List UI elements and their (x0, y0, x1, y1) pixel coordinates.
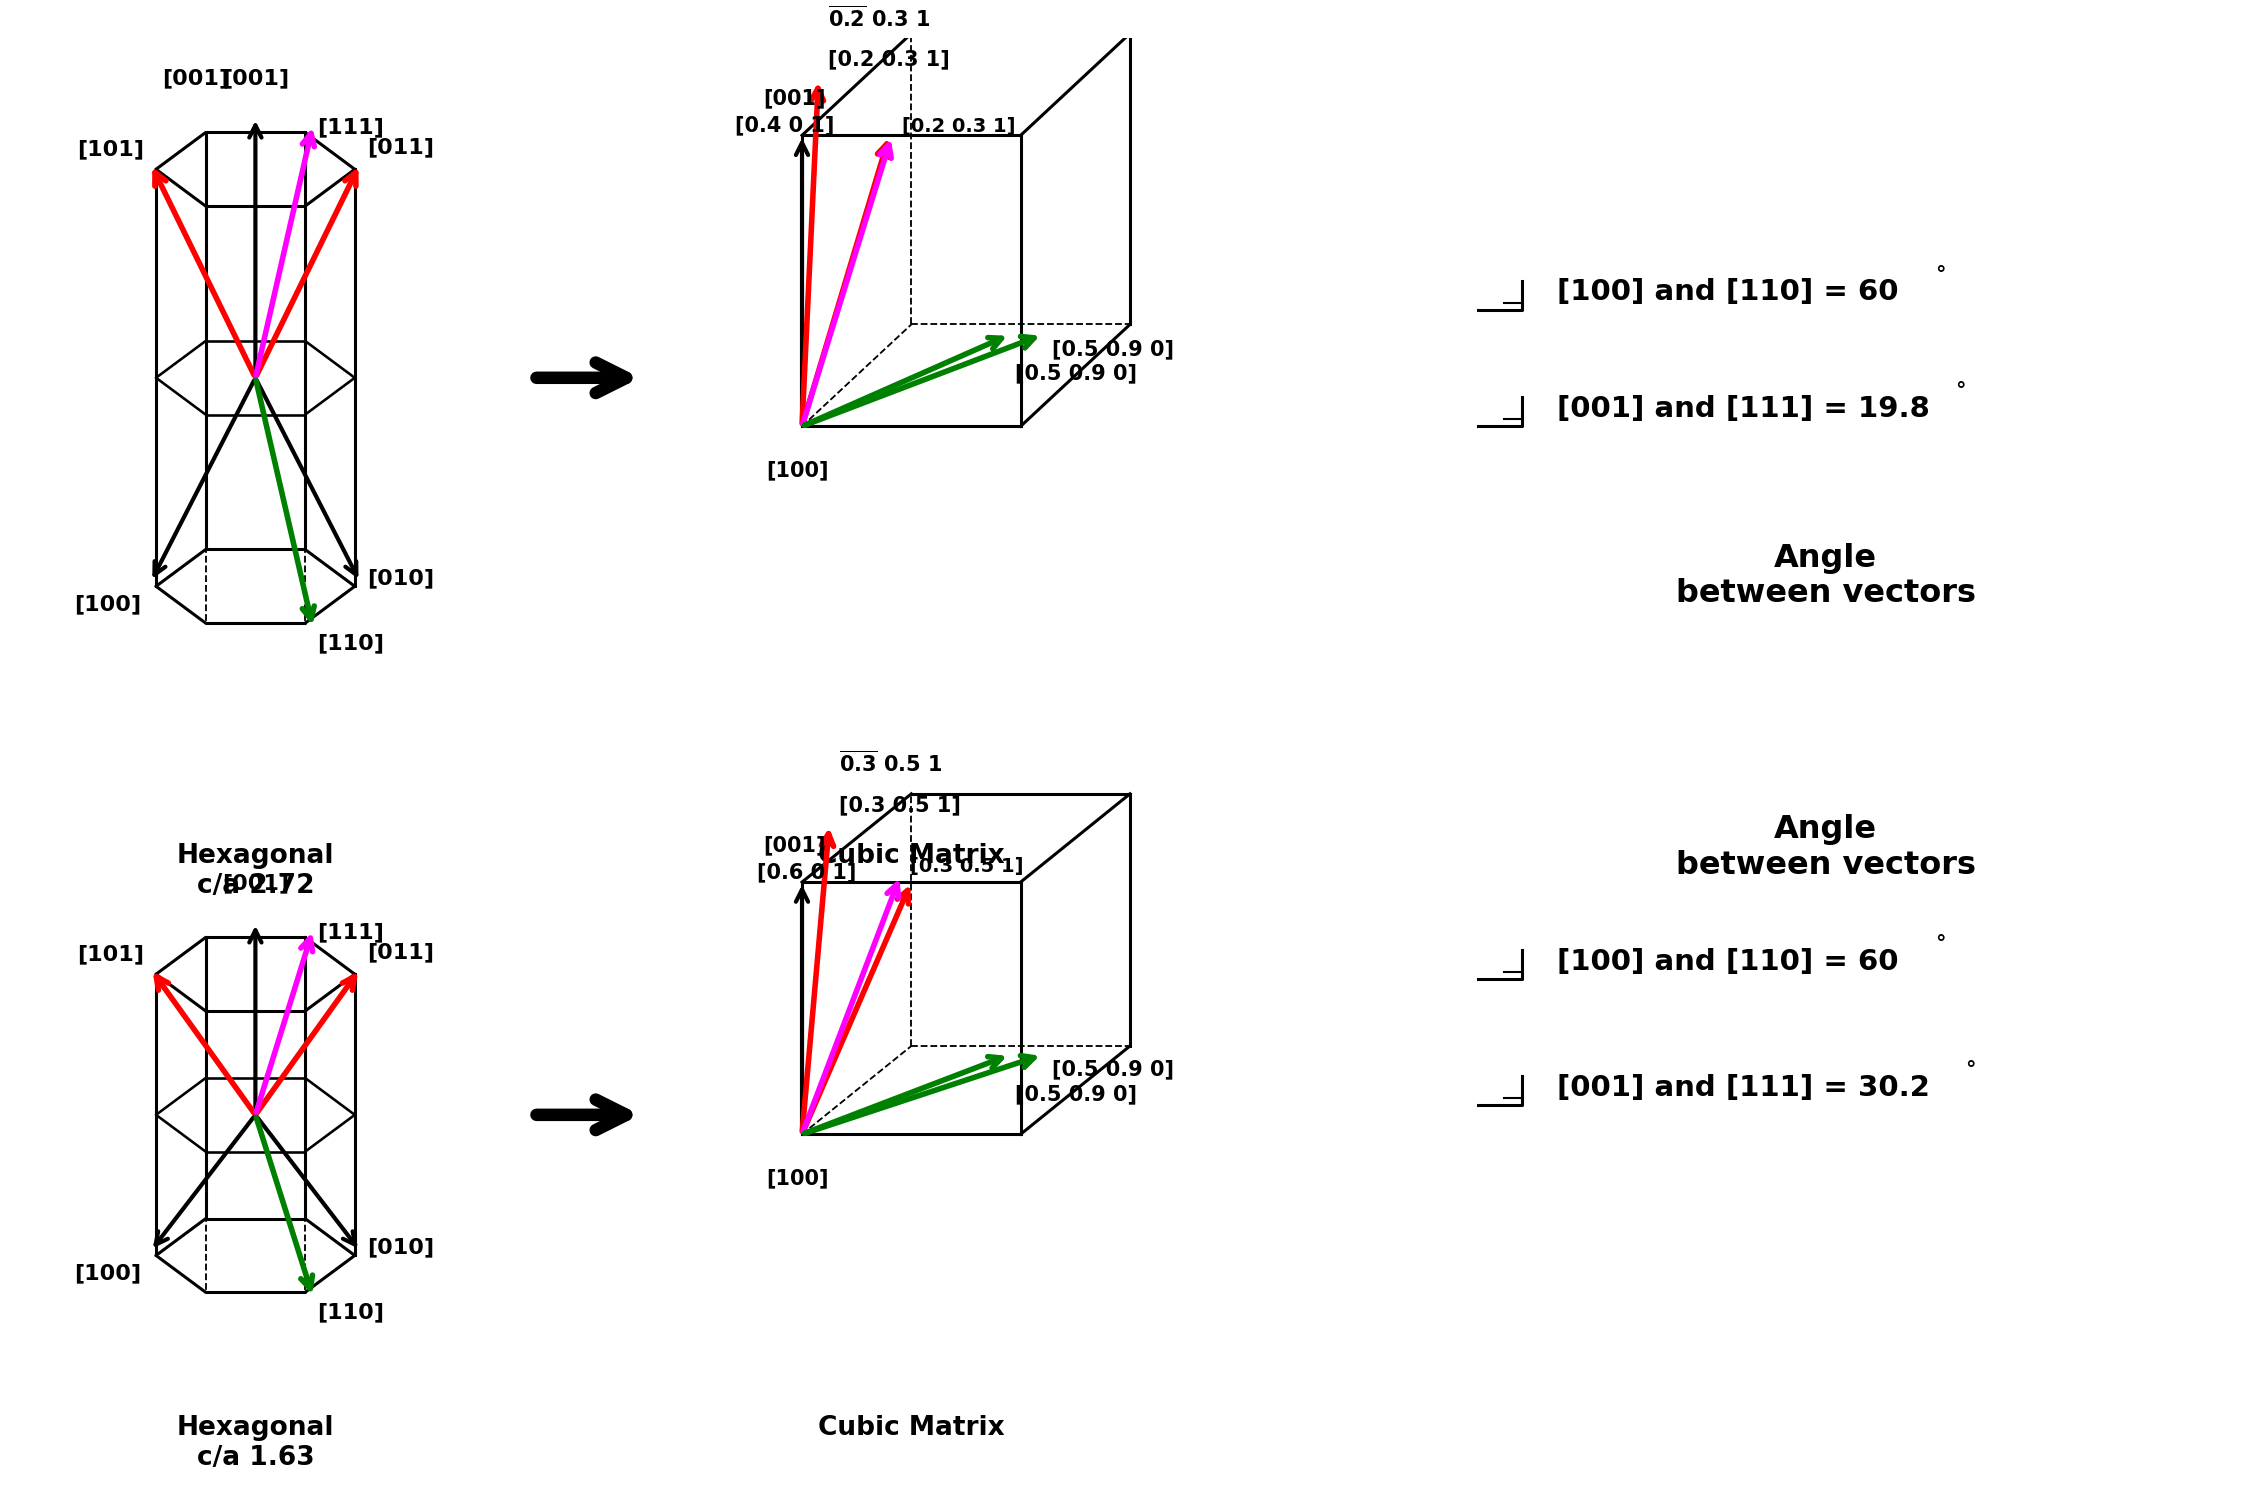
Text: [111]: [111] (317, 117, 385, 138)
Text: [0.4 0 1]: [0.4 0 1] (736, 116, 835, 135)
Text: [0.3 0.5 1]: [0.3 0.5 1] (911, 856, 1024, 876)
Text: $\mathbf{\overline{0.2}}$ 0.3 1: $\mathbf{\overline{0.2}}$ 0.3 1 (828, 6, 932, 32)
Text: [100] and [110] = 60: [100] and [110] = 60 (1557, 279, 1899, 306)
Text: $\mathbf{\overline{0.3}}$ 0.5 1: $\mathbf{\overline{0.3}}$ 0.5 1 (839, 752, 943, 776)
Text: [0.2 0.3 1]: [0.2 0.3 1] (902, 117, 1015, 136)
Text: [0.5 0.9 0]: [0.5 0.9 0] (1053, 1059, 1174, 1080)
Text: Cubic Matrix: Cubic Matrix (819, 843, 1006, 870)
Text: [0.5 0.9 0]: [0.5 0.9 0] (1053, 339, 1174, 360)
Text: °: ° (1935, 266, 1946, 285)
Text: [101]: [101] (76, 945, 144, 964)
Text: [100] and [110] = 60: [100] and [110] = 60 (1557, 948, 1899, 975)
Text: [101]: [101] (76, 140, 144, 159)
Text: [100]: [100] (765, 1168, 828, 1188)
Text: Angle
between vectors: Angle between vectors (1676, 815, 1976, 880)
Text: [001] and [111] = 30.2: [001] and [111] = 30.2 (1557, 1074, 1930, 1101)
Text: [100]: [100] (74, 1263, 142, 1282)
Text: °: ° (1964, 1060, 1976, 1080)
Text: [011]: [011] (367, 942, 434, 963)
Text: °: ° (1935, 934, 1946, 954)
Text: [110]: [110] (317, 633, 385, 652)
Text: °: ° (1955, 381, 1964, 402)
Text: [0.3 0.5 1]: [0.3 0.5 1] (839, 795, 961, 814)
Text: [010]: [010] (367, 1238, 434, 1257)
Text: [011]: [011] (367, 138, 434, 158)
Text: [001]: [001] (223, 69, 288, 88)
Text: [110]: [110] (317, 1302, 385, 1322)
Text: [001]: [001] (763, 88, 826, 108)
Text: [001]: [001] (763, 836, 826, 855)
Text: [111]: [111] (317, 922, 385, 942)
Text: Cubic Matrix: Cubic Matrix (819, 1416, 1006, 1442)
Text: Angle
between vectors: Angle between vectors (1676, 543, 1976, 609)
Text: [010]: [010] (367, 568, 434, 588)
Text: [001] and [111] = 19.8: [001] and [111] = 19.8 (1557, 394, 1930, 423)
Text: [100]: [100] (765, 460, 828, 480)
Text: Hexagonal
c/a 1.63: Hexagonal c/a 1.63 (178, 1416, 335, 1472)
Text: [001]: [001] (223, 873, 288, 894)
Text: [0.6 0 1]: [0.6 0 1] (758, 862, 857, 882)
Text: [100]: [100] (74, 594, 142, 613)
Text: [0.5 0.9 0]: [0.5 0.9 0] (1015, 1084, 1136, 1104)
Text: [0.2 0.3 1]: [0.2 0.3 1] (828, 50, 950, 69)
Text: Hexagonal
c/a 2.72: Hexagonal c/a 2.72 (178, 843, 335, 900)
Text: [001]: [001] (162, 69, 230, 88)
Text: [0.5 0.9 0]: [0.5 0.9 0] (1015, 363, 1136, 384)
